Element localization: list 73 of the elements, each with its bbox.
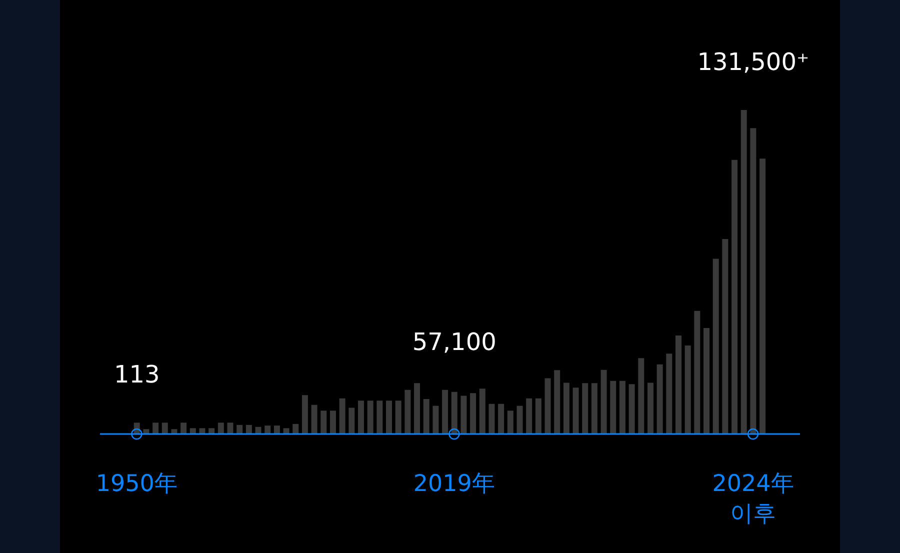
bar — [152, 422, 159, 434]
bar — [171, 429, 178, 434]
bar — [563, 382, 570, 434]
bar — [591, 383, 598, 434]
bar — [162, 422, 168, 434]
bar — [750, 128, 756, 434]
bar — [320, 410, 327, 434]
bar — [311, 404, 318, 434]
x-tick-label: 2019年 — [413, 471, 495, 497]
bar — [208, 428, 215, 434]
bar — [218, 422, 224, 434]
bar — [554, 370, 560, 434]
bar — [544, 378, 551, 434]
bar — [647, 382, 654, 434]
bar — [423, 399, 430, 434]
bar — [442, 390, 448, 434]
bar — [274, 426, 280, 434]
bar — [628, 384, 635, 434]
bar — [414, 383, 420, 434]
text: 131,500⁺ — [697, 48, 810, 76]
bar — [190, 428, 196, 434]
annotation: 113 — [114, 360, 160, 389]
bar — [656, 364, 663, 434]
bar — [358, 400, 364, 434]
bar — [283, 428, 290, 434]
bar — [180, 422, 187, 434]
bar — [302, 395, 308, 434]
bar — [498, 404, 504, 434]
x-tick-label: 2024年 이후 — [712, 471, 794, 527]
bar — [227, 422, 234, 434]
bar — [704, 328, 710, 434]
bar — [376, 400, 383, 434]
bar — [675, 336, 682, 434]
bar — [610, 380, 616, 434]
bar — [572, 388, 579, 434]
bar — [694, 310, 700, 434]
bar — [516, 406, 523, 434]
bar — [507, 410, 514, 434]
bar — [330, 410, 336, 434]
bar — [255, 426, 262, 434]
bar — [712, 258, 719, 434]
x-tick-label: 1950年 — [96, 471, 178, 497]
bar — [451, 392, 458, 434]
bar — [348, 408, 355, 434]
bar — [600, 370, 607, 434]
bar — [367, 400, 374, 434]
bar — [526, 398, 532, 434]
bar — [732, 160, 738, 434]
bar — [199, 428, 206, 434]
bar — [143, 429, 150, 434]
bar — [638, 358, 644, 434]
bar — [395, 400, 402, 434]
bar — [619, 380, 626, 434]
bar — [432, 406, 439, 434]
bar — [470, 393, 476, 434]
bar — [460, 396, 467, 434]
bar — [246, 424, 252, 434]
bar — [722, 238, 728, 434]
bar — [582, 383, 588, 434]
bar — [535, 398, 542, 434]
bar — [666, 354, 672, 434]
bar — [684, 346, 691, 434]
bar — [760, 158, 766, 434]
bar — [292, 424, 299, 434]
bar — [740, 110, 747, 434]
bar — [339, 398, 346, 434]
bar — [386, 400, 392, 434]
bar — [488, 404, 495, 434]
bar — [236, 424, 243, 434]
bar — [479, 388, 486, 434]
bar — [264, 426, 271, 434]
bar — [404, 390, 411, 434]
annotation: 57,100 — [412, 328, 496, 356]
